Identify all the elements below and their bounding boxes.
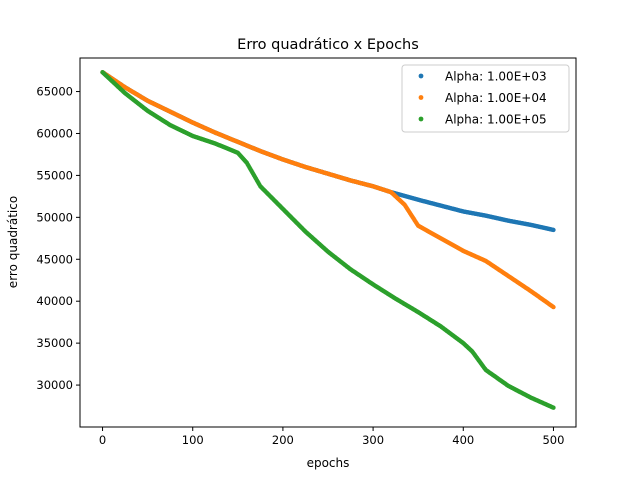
y-tick-label: 35000 [36, 336, 73, 350]
x-axis: 0 100 200 300 400 500 [99, 427, 564, 447]
y-tick-label: 60000 [36, 126, 73, 140]
data-point [551, 405, 556, 410]
series-2 [100, 70, 556, 310]
x-tick-label: 0 [99, 433, 106, 447]
x-tick-label: 100 [182, 433, 204, 447]
legend: Alpha: 1.00E+03 Alpha: 1.00E+04 Alpha: 1.0… [401, 64, 570, 133]
legend-label: Alpha: 1.00E+05 [445, 113, 547, 127]
legend-marker [418, 73, 424, 79]
series-3 [100, 70, 556, 410]
x-tick-label: 300 [362, 433, 384, 447]
x-tick-label: 400 [452, 433, 474, 447]
y-tick-label: 45000 [36, 252, 73, 266]
x-tick-label: 200 [272, 433, 294, 447]
x-tick-label: 500 [542, 433, 564, 447]
y-tick-label: 40000 [36, 294, 73, 308]
y-axis-label: erro quadrático [6, 196, 20, 288]
data-point [551, 304, 556, 310]
plot-frame [79, 57, 577, 428]
legend-marker [418, 95, 424, 100]
legend-label: Alpha: 1.00E+04 [445, 91, 547, 105]
chart-title: Erro quadrático x Epochs [237, 37, 419, 53]
y-axis: 30000 35000 40000 45000 50000 55000 60000 65000 [36, 85, 80, 392]
y-tick-label: 50000 [36, 210, 73, 224]
legend-label: Alpha: 1.00E+03 [445, 70, 547, 84]
data-point [551, 227, 556, 233]
x-axis-label: epochs [307, 456, 350, 470]
legend-box [401, 64, 570, 133]
series-layer [100, 70, 556, 410]
y-tick-label: 55000 [36, 168, 73, 182]
y-tick-label: 65000 [36, 85, 73, 99]
y-tick-label: 30000 [36, 378, 73, 392]
legend-marker [418, 116, 424, 122]
